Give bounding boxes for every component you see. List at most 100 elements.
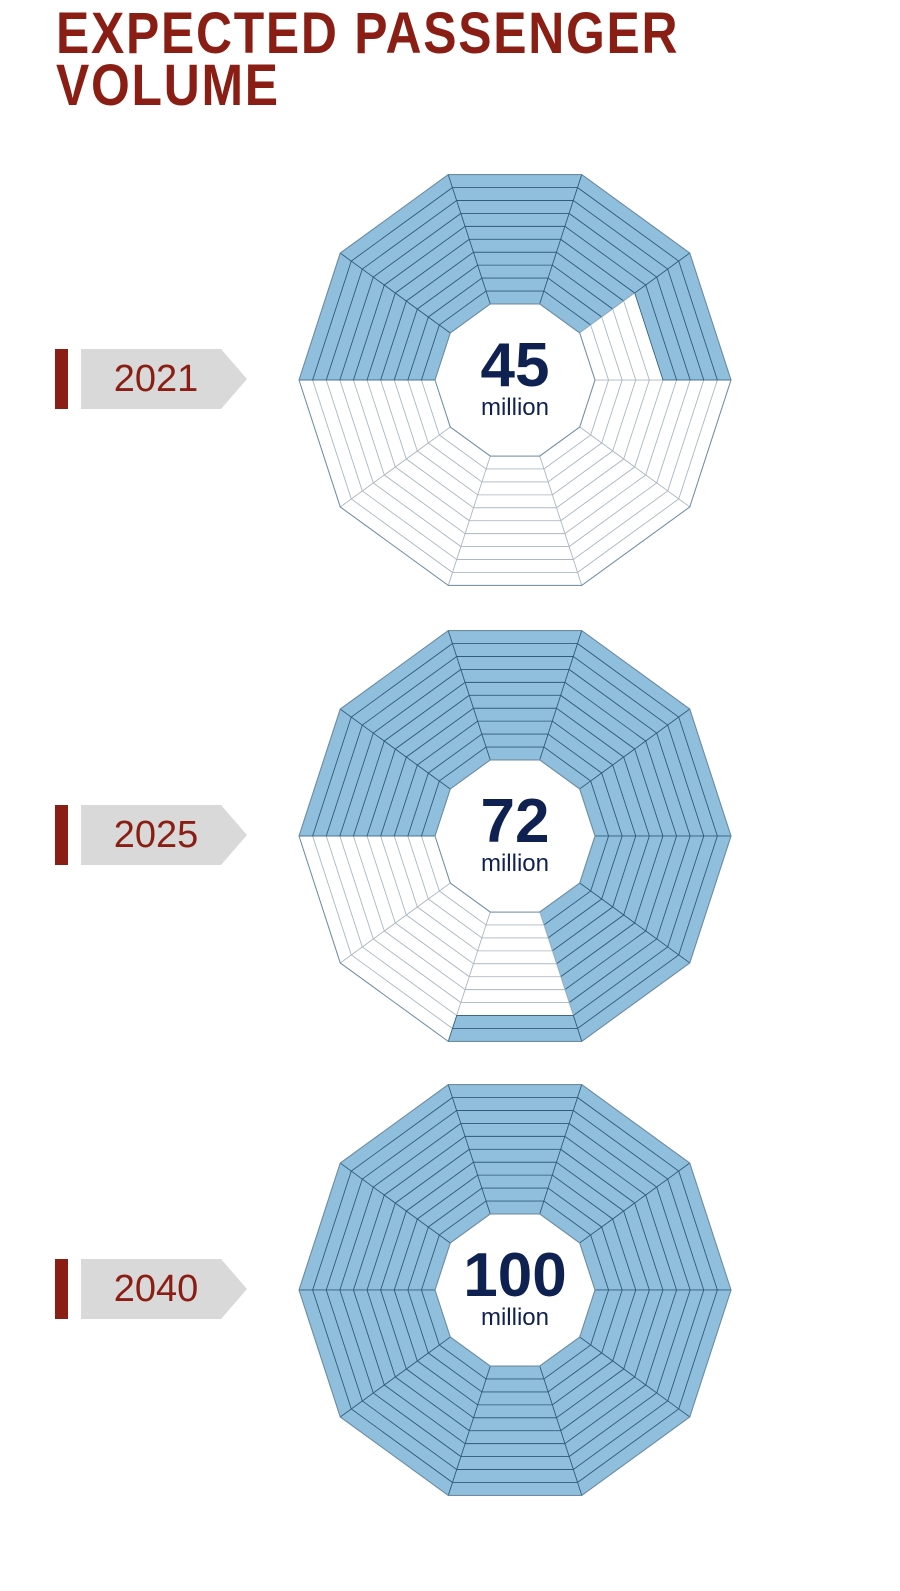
year-tag: 2025 (81, 805, 251, 865)
decagon-wedge (539, 1083, 691, 1244)
center-value: 100 (463, 1241, 566, 1310)
year-label: 2025 (113, 814, 199, 856)
volume-cell (477, 264, 553, 279)
chart-row-2025: 2025 72 million (0, 616, 900, 1056)
volume-cell (485, 1365, 545, 1380)
decagon-wedge (339, 629, 491, 790)
volume-cell (451, 1015, 579, 1029)
volume-cell (485, 455, 545, 470)
volume-cell (451, 1469, 579, 1483)
volume-cell (464, 1430, 566, 1445)
volume-cell (477, 937, 553, 952)
year-label: 2021 (113, 358, 199, 400)
volume-cell (464, 225, 566, 240)
chart-row-2021: 2021 45 million (0, 160, 900, 600)
volume-cell (464, 520, 566, 535)
volume-cell (472, 494, 558, 509)
decagon-inner-outline (434, 759, 596, 913)
decagon-outer-outline (298, 174, 732, 586)
volume-cell (472, 707, 558, 722)
year-label: 2040 (113, 1268, 199, 1310)
volume-cell (481, 277, 549, 292)
chart-row-2040: 2040 100 million (0, 1070, 900, 1510)
decagon-wedge (298, 708, 451, 837)
volume-cell (481, 1378, 549, 1393)
decagon-wedge (579, 252, 732, 381)
decagon-wedge (539, 882, 691, 1043)
decagon-outer-outline (298, 1084, 732, 1496)
volume-cell (464, 681, 566, 696)
volume-cell (451, 187, 579, 201)
volume-cell (481, 1187, 549, 1202)
volume-cell (485, 911, 545, 926)
volume-cell (447, 1482, 583, 1496)
volume-cell (472, 950, 558, 965)
volume-cell (451, 1097, 579, 1111)
decagon-chart-2021: 45 million (298, 173, 732, 587)
volume-cell (468, 238, 562, 253)
volume-cell (477, 481, 553, 496)
decagon-wedge (539, 1336, 691, 1497)
volume-cell (481, 733, 549, 748)
year-tag-shape (81, 805, 247, 865)
decagon-inner-outline (434, 303, 596, 457)
year-tag-shape (81, 1259, 247, 1319)
decagon-wedge (447, 911, 583, 1042)
decagon-wedge (579, 1162, 732, 1291)
volume-cell (485, 1200, 545, 1215)
volume-cell (447, 1084, 583, 1098)
decagon-chart-2025: 72 million (298, 629, 732, 1043)
volume-cell (447, 1028, 583, 1042)
volume-cell (460, 1443, 570, 1458)
decagon-wedge (339, 1083, 491, 1244)
decagon-wedge (339, 882, 491, 1043)
decagon-wedge (298, 1162, 451, 1291)
decagon-wedge (339, 426, 491, 587)
volume-cell (472, 1161, 558, 1176)
year-tag-shape (81, 349, 247, 409)
decagon-wedge (447, 630, 583, 761)
volume-cell (468, 694, 562, 709)
volume-cell (485, 746, 545, 761)
center-value: 45 (481, 331, 550, 400)
volume-cell (464, 976, 566, 991)
volume-cell (477, 1391, 553, 1406)
year-marker-bar (55, 805, 68, 865)
title-line-2: VOLUME (56, 53, 280, 118)
volume-cell (481, 468, 549, 483)
decagon-wedge (447, 1084, 583, 1215)
center-unit: million (481, 850, 549, 877)
volume-cell (456, 1456, 574, 1470)
center-unit: million (481, 394, 549, 421)
volume-cell (464, 1135, 566, 1150)
volume-cell (460, 989, 570, 1004)
year-tag: 2040 (81, 1259, 251, 1319)
volume-cell (456, 200, 574, 214)
volume-cell (468, 507, 562, 522)
volume-cell (472, 251, 558, 266)
decagon-wedge (539, 629, 691, 790)
volume-cell (460, 668, 570, 683)
volume-cell (460, 212, 570, 227)
volume-cell (477, 720, 553, 735)
volume-cell (447, 174, 583, 188)
volume-cell (456, 1002, 574, 1016)
decagon-wedge (579, 1289, 732, 1418)
volume-cell (468, 963, 562, 978)
volume-cell (447, 572, 583, 586)
page-title: EXPECTED PASSENGER VOLUME (56, 1, 710, 118)
volume-cell (485, 290, 545, 305)
volume-cell (447, 630, 583, 644)
decagon-inner-outline (434, 1213, 596, 1367)
center-value: 72 (481, 787, 550, 856)
volume-cell (481, 924, 549, 939)
volume-cell (451, 643, 579, 657)
decagon-chart-2040: 100 million (298, 1083, 732, 1497)
decagon-wedge (298, 1289, 451, 1418)
volume-cell (472, 1404, 558, 1419)
title-line-1: EXPECTED PASSENGER (56, 1, 680, 66)
volume-cell (456, 1110, 574, 1124)
year-tag: 2021 (81, 349, 251, 409)
volume-cell (460, 1122, 570, 1137)
decagon-wedge (298, 252, 451, 381)
